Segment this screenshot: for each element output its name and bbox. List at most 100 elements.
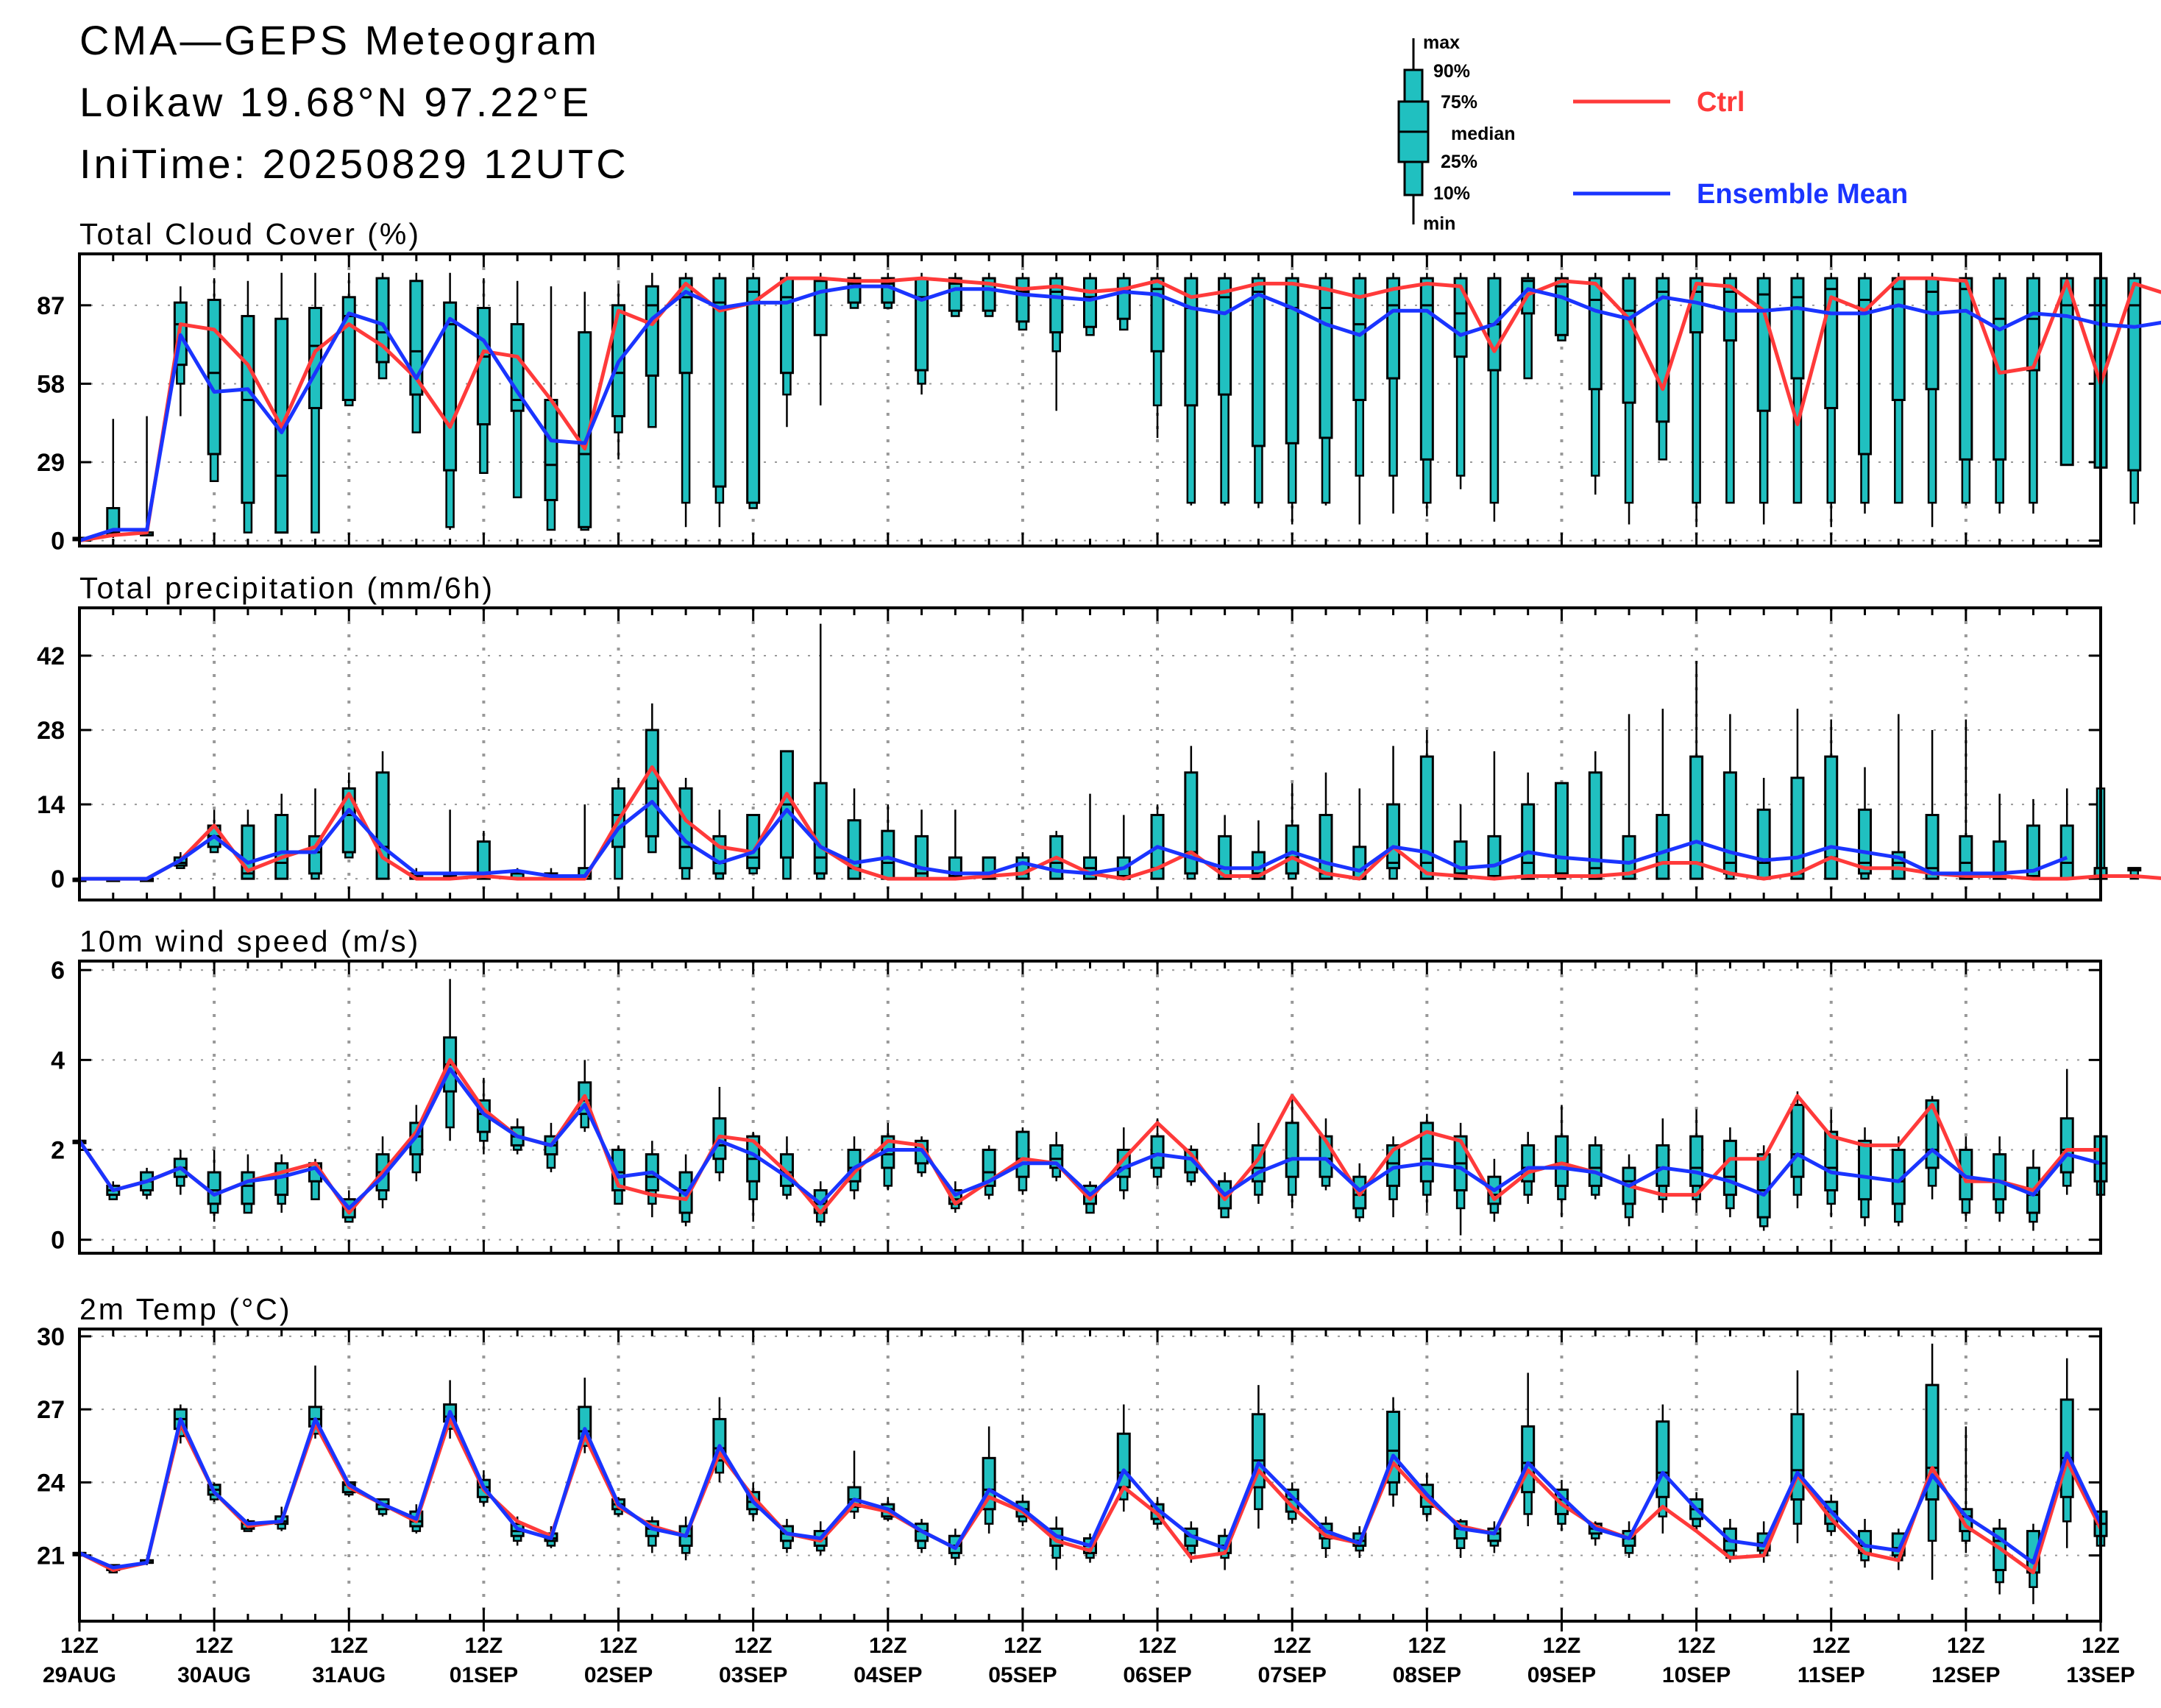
box-whisker [1959, 272, 1973, 506]
y-tick-label: 21 [37, 1542, 65, 1570]
x-date-label: 06SEP [1123, 1663, 1191, 1687]
box-whisker [948, 809, 962, 880]
box-25-75 [1858, 1139, 1873, 1201]
panel-1: Total precipitation (mm/6h) 0 14 28 42 [37, 571, 2161, 901]
box-whisker [645, 703, 659, 854]
box-25-75 [443, 301, 458, 472]
box-25-75 [1521, 803, 1536, 880]
box-25-75 [1656, 1144, 1670, 1187]
box-25-75 [1285, 824, 1299, 875]
x-date-label: 07SEP [1257, 1663, 1326, 1687]
box-whisker [2127, 272, 2142, 525]
y-tick-label: 6 [51, 957, 65, 985]
x-date-label: 12SEP [1931, 1663, 2000, 1687]
box-25-75 [1959, 834, 1973, 880]
box-whisker [1352, 788, 1367, 880]
box-whisker [1656, 1404, 1670, 1534]
box-whisker [308, 788, 322, 880]
box-25-75 [476, 840, 491, 880]
box-whisker [1959, 1426, 1973, 1553]
box-whisker [881, 272, 895, 309]
x-time-label: 12Z [1812, 1634, 1850, 1658]
box-whisker [1015, 272, 1030, 331]
ensemble-mean-line [79, 1410, 2103, 1570]
box-whisker [1487, 272, 1502, 522]
box-whisker [1419, 272, 1434, 517]
x-time-label: 12Z [1947, 1634, 1985, 1658]
box-whisker [409, 272, 424, 433]
box-25-75 [1083, 277, 1097, 328]
box-25-75 [645, 285, 659, 377]
y-tick-label: 28 [37, 717, 65, 745]
box-whisker [1993, 793, 2007, 880]
box-whisker [1352, 272, 1367, 525]
box-whisker [712, 1397, 727, 1483]
chart-title: CMA—GEPS Meteogram [79, 17, 600, 63]
box-whisker [1790, 1370, 1805, 1544]
ensemble-mean-line [77, 1067, 2101, 1211]
box-25-75 [982, 1149, 996, 1187]
box-25-75 [746, 277, 761, 504]
box-whisker [1386, 272, 1401, 514]
x-time-label: 12Z [600, 1634, 638, 1658]
box-25-75 [1622, 277, 1636, 404]
x-date-label: 03SEP [719, 1663, 787, 1687]
box-whisker [1285, 272, 1299, 525]
x-date-label: 05SEP [988, 1663, 1057, 1687]
x-time-label: 12Z [1004, 1634, 1042, 1658]
box-whisker [1251, 1385, 1266, 1529]
box-whisker [241, 280, 255, 534]
box-whisker [1689, 661, 1704, 880]
box-25-75 [1756, 277, 1771, 412]
box-25-75 [2059, 1117, 2074, 1174]
box-whisker [1251, 272, 1266, 508]
box-25-75 [1891, 277, 1906, 402]
box-whisker [1521, 772, 1536, 880]
box-whisker [1925, 730, 1940, 880]
box-whisker [678, 272, 693, 528]
box-whisker [1521, 1372, 1536, 1526]
x-time-label: 12Z [1408, 1634, 1446, 1658]
box-whisker [746, 272, 761, 509]
box-25-75 [678, 787, 693, 870]
box-25-75 [1319, 814, 1333, 880]
box-whisker [1554, 272, 1569, 341]
box-whisker [578, 1378, 592, 1453]
box-25-75 [881, 829, 895, 880]
panel-frame [78, 606, 2102, 901]
x-date-label: 11SEP [1798, 1663, 1865, 1687]
y-tick-label: 30 [37, 1323, 65, 1351]
box-whisker [712, 272, 727, 528]
box-whisker [1319, 1118, 1333, 1191]
box-whisker [1386, 745, 1401, 880]
box-25-75 [1656, 1420, 1670, 1498]
box-whisker [982, 272, 996, 317]
box-25-75 [1015, 277, 1030, 323]
box-25-75 [1116, 277, 1131, 320]
box-25-75 [1386, 277, 1401, 380]
box-whisker [1858, 767, 1873, 880]
box-25-75 [1858, 277, 1873, 456]
x-date-label: 31AUG [312, 1663, 386, 1687]
panel-title: Total precipitation (mm/6h) [79, 571, 494, 605]
box-25-75 [1756, 808, 1771, 880]
y-tick-label: 0 [51, 865, 65, 893]
ctrl-line [79, 276, 2161, 543]
box-25-75 [1419, 755, 1434, 880]
box-25-75 [1689, 755, 1704, 880]
box-25-75 [1419, 277, 1434, 461]
panel-title: Total Cloud Cover (%) [79, 217, 421, 251]
panel-frame [78, 960, 2102, 1255]
box-whisker [1756, 777, 1771, 880]
box-25-75 [2059, 277, 2074, 467]
legend-box-label: 25% [1441, 152, 1477, 172]
box-whisker [1487, 751, 1502, 880]
y-tick-label: 0 [51, 1227, 65, 1255]
box-whisker [1925, 1343, 1940, 1580]
box-25-75 [1218, 277, 1232, 396]
x-time-label: 12Z [60, 1634, 99, 1658]
box-whisker [1049, 272, 1064, 411]
box-whisker [274, 793, 289, 880]
box-whisker [712, 1087, 727, 1182]
box-whisker [1453, 272, 1468, 489]
